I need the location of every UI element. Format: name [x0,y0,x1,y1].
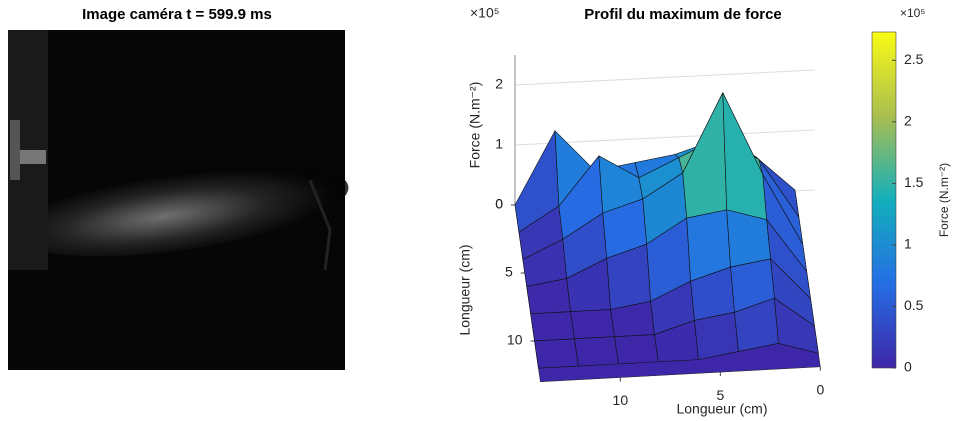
x-tick-label: 10 [613,392,629,408]
surface-face [774,297,819,354]
colorbar-label: Force (N.m⁻²) [937,163,951,237]
colorbar-exponent: ×10⁵ [900,6,925,20]
colorbar-tick-label: 1 [904,236,912,252]
x-tick-label: 0 [816,382,824,398]
surface-face [694,311,739,360]
surface-face [722,92,768,221]
x-axis-label: Longueur (cm) [676,401,767,417]
y-tick-label: 5 [505,264,513,280]
z-tick-label: 2 [495,76,503,92]
z-axis-label: Force (N.m⁻²) [467,82,483,169]
z-exponent: ×10⁵ [470,5,500,21]
chart-title: Profil du maximum de force [584,6,782,23]
camera-image [8,30,349,370]
surface-face [614,334,659,365]
colorbar-tick-label: 2.5 [904,51,924,67]
x-tick-label: 5 [716,387,724,403]
z-tick-label: 1 [495,136,503,152]
colorbar [871,31,897,369]
image-title: Image caméra t = 599.9 ms [82,6,272,23]
surface-face [570,309,615,340]
y-tick-label: 0 [495,196,503,212]
y-axis-label: Longueur (cm) [457,244,473,335]
surface-face [574,336,619,367]
surface-face [534,338,579,369]
colorbar-tick-label: 0.5 [904,297,924,313]
grid-line [514,69,816,86]
y-tick-label: 10 [507,332,523,348]
colorbar-tick-label: 0 [904,359,912,375]
colorbar-tick-label: 2 [904,113,912,129]
colorbar-tick-label: 1.5 [904,174,924,190]
z-tick-label: 0 [495,196,503,212]
surface-face [530,311,575,342]
